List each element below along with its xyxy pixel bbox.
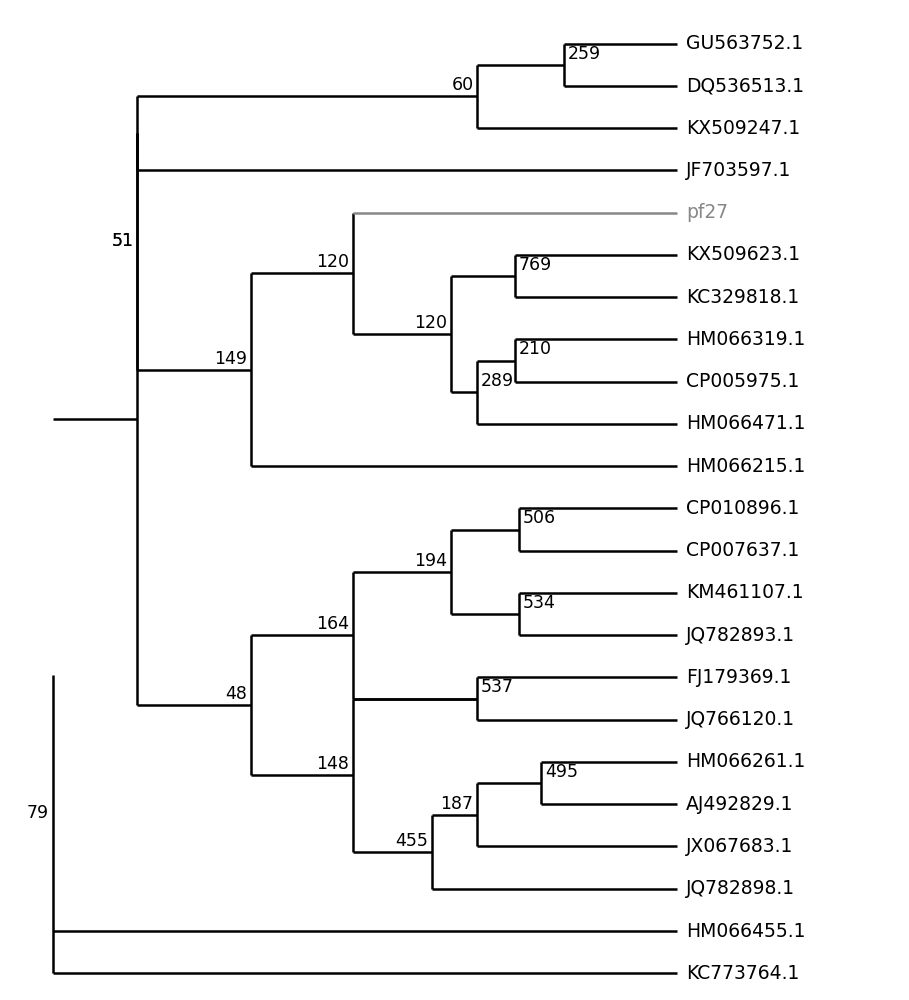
Text: KX509247.1: KX509247.1 [686, 119, 801, 138]
Text: GU563752.1: GU563752.1 [686, 34, 804, 53]
Text: 48: 48 [225, 685, 247, 703]
Text: JX067683.1: JX067683.1 [686, 837, 794, 856]
Text: JQ782893.1: JQ782893.1 [686, 626, 795, 645]
Text: CP007637.1: CP007637.1 [686, 541, 800, 560]
Text: 289: 289 [481, 372, 514, 390]
Text: 51: 51 [112, 232, 134, 250]
Text: 455: 455 [395, 832, 428, 850]
Text: JF703597.1: JF703597.1 [686, 161, 792, 180]
Text: 210: 210 [519, 340, 552, 358]
Text: 506: 506 [523, 509, 555, 527]
Text: AJ492829.1: AJ492829.1 [686, 795, 794, 814]
Text: JQ782898.1: JQ782898.1 [686, 879, 795, 898]
Text: 495: 495 [545, 763, 578, 781]
Text: CP010896.1: CP010896.1 [686, 499, 800, 518]
Text: CP005975.1: CP005975.1 [686, 372, 800, 391]
Text: 60: 60 [451, 76, 474, 94]
Text: 537: 537 [481, 678, 514, 696]
Text: HM066455.1: HM066455.1 [686, 922, 806, 941]
Text: KC773764.1: KC773764.1 [686, 964, 800, 983]
Text: DQ536513.1: DQ536513.1 [686, 76, 804, 95]
Text: 194: 194 [414, 552, 447, 570]
Text: 164: 164 [315, 615, 349, 633]
Text: 120: 120 [414, 314, 447, 332]
Text: KM461107.1: KM461107.1 [686, 583, 804, 602]
Text: HM066215.1: HM066215.1 [686, 457, 805, 476]
Text: FJ179369.1: FJ179369.1 [686, 668, 792, 687]
Text: 534: 534 [523, 594, 555, 612]
Text: 120: 120 [315, 253, 349, 271]
Text: KC329818.1: KC329818.1 [686, 288, 800, 307]
Text: 148: 148 [316, 755, 349, 773]
Text: KX509623.1: KX509623.1 [686, 245, 801, 264]
Text: 187: 187 [440, 795, 474, 813]
Text: 79: 79 [27, 804, 49, 822]
Text: 51: 51 [112, 232, 134, 250]
Text: HM066471.1: HM066471.1 [686, 414, 806, 433]
Text: HM066319.1: HM066319.1 [686, 330, 805, 349]
Text: 149: 149 [214, 350, 247, 368]
Text: 769: 769 [519, 256, 552, 274]
Text: JQ766120.1: JQ766120.1 [686, 710, 795, 729]
Text: pf27: pf27 [686, 203, 728, 222]
Text: 259: 259 [568, 45, 601, 63]
Text: HM066261.1: HM066261.1 [686, 752, 805, 771]
